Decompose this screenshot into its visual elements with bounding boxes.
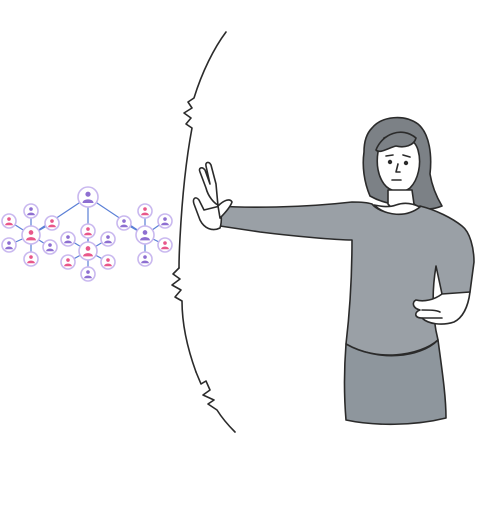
person-node-icon — [44, 215, 60, 231]
eye-right — [403, 160, 409, 166]
stop-hand-thumb — [217, 199, 233, 219]
barrier-arc-bottom — [195, 371, 236, 433]
eyebrow-left — [385, 154, 394, 157]
person-node-icon — [137, 203, 153, 219]
hand-stop-icon — [192, 161, 233, 231]
barrier-arc-top — [178, 31, 227, 269]
person-node-icon — [78, 241, 98, 261]
person-node-icon — [77, 186, 99, 208]
barrier-arc-middle — [171, 267, 197, 373]
person-node-icon — [157, 237, 173, 253]
person-node-icon — [100, 254, 116, 270]
person-node-icon — [1, 213, 17, 229]
person-node-icon — [60, 231, 76, 247]
person-node-icon — [137, 251, 153, 267]
network-connection — [87, 196, 146, 236]
person-node-icon — [100, 231, 116, 247]
person-node-icon — [135, 225, 155, 245]
person-node-icon — [23, 203, 39, 219]
barrier-arc-icon — [171, 31, 236, 433]
person-node-icon — [80, 266, 96, 282]
hair-fringe — [375, 131, 417, 153]
eyebrow-right — [402, 154, 411, 158]
person-node-icon — [23, 251, 39, 267]
hand-on-hip — [412, 291, 471, 325]
person-node-icon — [60, 254, 76, 270]
social-network-graph — [1, 186, 173, 282]
stop-hand-palm — [192, 161, 223, 231]
person-node-icon — [1, 237, 17, 253]
sweater-neckline — [373, 202, 421, 216]
person-node-icon — [21, 225, 41, 245]
network-connection — [30, 196, 89, 236]
skirt — [343, 339, 447, 426]
woman-figure — [192, 116, 475, 426]
person-node-icon — [157, 213, 173, 229]
hip-hand-fingers — [421, 309, 443, 319]
person-node-icon — [42, 239, 58, 255]
eye-left — [387, 159, 393, 165]
sweater — [217, 201, 475, 356]
person-node-icon — [116, 215, 132, 231]
network-nodes — [1, 186, 173, 282]
nose — [395, 163, 401, 173]
person-node-icon — [80, 223, 96, 239]
